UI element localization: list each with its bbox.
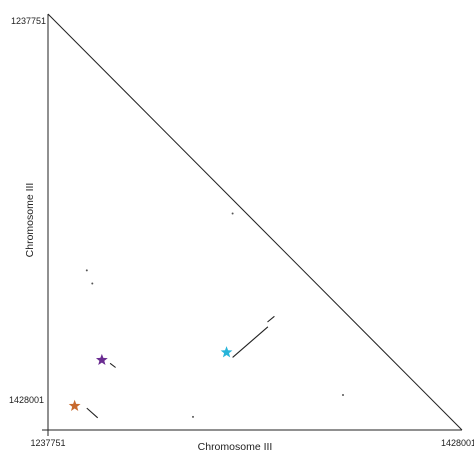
contact-dot-2 [231, 212, 234, 215]
star-marker-1 [220, 346, 233, 358]
contact-segment-2 [267, 315, 275, 323]
contact-segment-1 [232, 326, 269, 358]
y-tick-label-bottom: 1428001 [9, 395, 44, 405]
x-axis-label: Chromosome III [198, 441, 273, 453]
star-marker-0 [95, 353, 108, 366]
x-tick-label-left: 1237751 [30, 438, 65, 448]
contact-segment-3 [86, 407, 99, 419]
x-tick-label-right: 1428001 [441, 438, 474, 448]
contact-dot-4 [192, 415, 194, 418]
contact-dot-1 [91, 282, 94, 285]
y-axis-label: Chromosome III [24, 183, 36, 258]
diagonal-line [47, 13, 463, 431]
star-marker-2 [68, 399, 81, 411]
contact-dot-3 [342, 394, 344, 396]
contact-segment-0 [109, 362, 116, 368]
y-tick-label-top: 1237751 [11, 16, 46, 26]
dots-layer [85, 212, 344, 418]
segments-layer [86, 315, 275, 419]
contact-dot-0 [85, 269, 88, 272]
plot-frame [42, 13, 463, 436]
markers-layer [68, 346, 233, 411]
